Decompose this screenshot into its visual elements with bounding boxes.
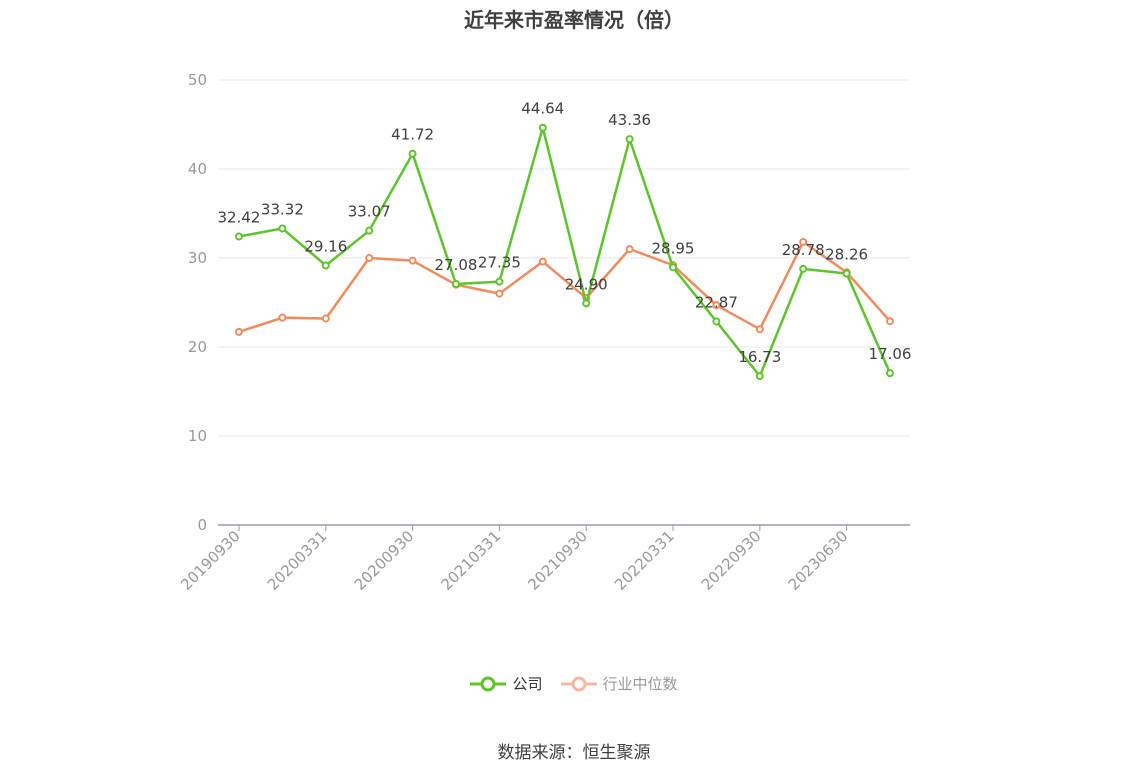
company-point[interactable]	[755, 372, 764, 381]
x-tick-label: 20200930	[351, 527, 418, 594]
industry-point[interactable]	[755, 325, 764, 334]
x-tick-label: 20220331	[611, 527, 678, 594]
series-layer	[235, 123, 894, 381]
legend: 公司 行业中位数	[0, 673, 1148, 694]
industry-point[interactable]	[408, 256, 417, 265]
x-tick-label: 20210331	[438, 527, 505, 594]
industry-point[interactable]	[365, 254, 374, 262]
company-data-label: 41.72	[391, 126, 434, 144]
company-data-label: 22.87	[695, 293, 738, 311]
industry-point[interactable]	[235, 327, 243, 336]
company-data-label: 33.07	[348, 203, 391, 221]
company-data-label: 29.16	[304, 237, 347, 255]
company-point[interactable]	[365, 226, 374, 235]
company-data-label: 32.42	[218, 208, 261, 226]
company-point[interactable]	[669, 263, 677, 272]
company-data-label: 33.32	[261, 200, 304, 218]
legend-label-company: 公司	[512, 675, 543, 693]
industry-series-line	[238, 240, 891, 334]
legend-label-industry: 行业中位数	[602, 675, 678, 693]
industry-point[interactable]	[538, 257, 547, 266]
y-tick-label: 20	[188, 338, 207, 356]
y-tick-label: 0	[197, 516, 207, 534]
company-point[interactable]	[582, 299, 591, 308]
company-data-label: 27.35	[478, 254, 521, 272]
legend-industry-marker-icon	[560, 676, 597, 691]
company-point[interactable]	[799, 264, 808, 273]
company-data-label: 28.26	[825, 245, 868, 263]
chart-title: 近年来市盈率情况（倍）	[464, 8, 684, 32]
company-data-label: 16.73	[738, 348, 781, 366]
company-point[interactable]	[886, 369, 894, 378]
company-data-label: 28.95	[652, 239, 695, 257]
y-tick-label: 40	[188, 160, 207, 178]
company-point[interactable]	[538, 123, 547, 132]
company-data-label: 24.90	[565, 275, 608, 293]
company-point[interactable]	[235, 232, 243, 241]
company-point[interactable]	[495, 277, 504, 286]
company-series-line	[238, 126, 892, 378]
x-tick-label: 20190930	[177, 527, 244, 594]
y-tick-label: 10	[188, 427, 207, 445]
company-point[interactable]	[842, 269, 851, 278]
x-tick-label: 20230630	[785, 527, 852, 594]
company-data-label: 44.64	[521, 100, 564, 118]
industry-point[interactable]	[495, 289, 504, 298]
industry-point[interactable]	[321, 314, 330, 323]
axis-layer: 0 10 20 30 40 50 20190930 20200331 20200930 20210…	[177, 71, 910, 594]
company-data-label: 43.36	[608, 111, 651, 129]
company-data-label: 17.06	[869, 345, 912, 363]
y-tick-label: 50	[188, 71, 207, 89]
company-point[interactable]	[278, 224, 287, 233]
company-data-label: 27.08	[435, 256, 478, 274]
industry-point[interactable]	[278, 313, 287, 322]
company-point[interactable]	[408, 149, 417, 158]
legend-item-company[interactable]: 公司	[470, 673, 543, 694]
company-point[interactable]	[321, 261, 330, 270]
legend-company-marker-icon	[470, 676, 507, 691]
company-point[interactable]	[625, 135, 634, 144]
company-data-label: 28.78	[782, 241, 825, 259]
x-tick-label: 20200331	[264, 527, 331, 594]
industry-point[interactable]	[625, 245, 634, 254]
x-tick-label: 20210930	[524, 527, 591, 594]
industry-point[interactable]	[799, 237, 808, 246]
company-point[interactable]	[452, 279, 460, 288]
industry-point[interactable]	[712, 301, 721, 310]
x-tick-label: 20220930	[698, 527, 765, 594]
source-note: 数据来源：恒生聚源	[497, 743, 651, 763]
industry-point[interactable]	[886, 317, 894, 326]
y-tick-label: 30	[188, 249, 207, 267]
legend-item-industry[interactable]: 行业中位数	[560, 673, 678, 694]
company-point[interactable]	[712, 317, 721, 326]
